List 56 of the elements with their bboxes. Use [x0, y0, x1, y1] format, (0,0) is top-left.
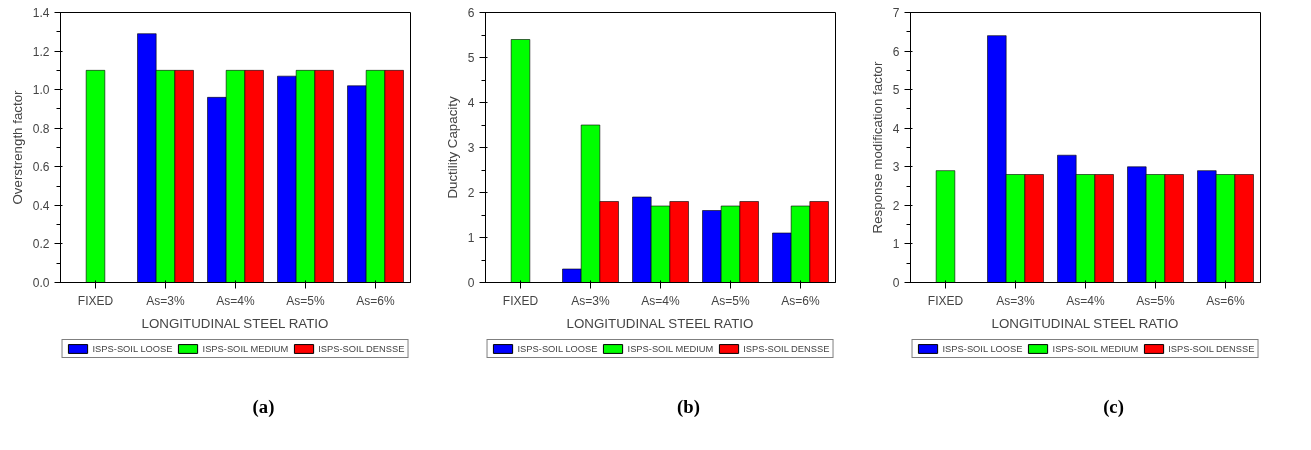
x-tick-label: As=6%	[1206, 293, 1246, 308]
y-tick-label: 1.0	[32, 83, 50, 98]
legend-label: ISPS-SOIL DENSSE	[743, 343, 830, 354]
legend-label: ISPS-SOIL LOOSE	[942, 343, 1023, 354]
x-tick-label: As=6%	[781, 293, 821, 308]
y-tick-label: 6	[467, 6, 475, 20]
y-axis-title: Ductility Capacity	[444, 96, 460, 199]
y-tick-label: 3	[467, 141, 475, 155]
x-tick-label: As=5%	[1136, 293, 1176, 308]
x-tick-label: As=4%	[641, 293, 681, 308]
x-tick-label: FIXED	[502, 293, 539, 308]
y-tick-label: 2	[467, 186, 475, 200]
y-tick-label: 0.0	[32, 276, 50, 290]
y-tick-label: 5	[467, 51, 475, 65]
legend-label: ISPS-SOIL LOOSE	[92, 343, 173, 354]
y-tick-label: 1.2	[32, 44, 50, 59]
text: (c)	[1103, 396, 1124, 419]
y-tick-label: 4	[467, 96, 475, 110]
x-tick-label: As=5%	[711, 293, 751, 308]
x-axis-title: LONGITUDINAL STEEL RATIO	[991, 315, 1179, 331]
y-tick-label: 1.4	[32, 6, 50, 20]
y-tick-label: 0.4	[32, 198, 50, 213]
legend-label: ISPS-SOIL MEDIUM	[202, 343, 289, 354]
y-tick-label: 3	[892, 160, 900, 175]
x-tick-label: FIXED	[927, 293, 964, 308]
x-tick-label: As=3%	[146, 293, 186, 308]
x-tick-label: As=3%	[571, 293, 611, 308]
legend-label: ISPS-SOIL MEDIUM	[627, 343, 714, 354]
y-tick-label: 1	[892, 237, 900, 252]
y-tick-label: 0	[467, 276, 475, 290]
text: (a)	[252, 396, 275, 419]
y-tick-label: 0.8	[32, 121, 50, 136]
y-axis-title: Overstrength factor	[9, 89, 25, 205]
y-axis-title: Response modification factor	[869, 61, 885, 234]
x-axis-title: LONGITUDINAL STEEL RATIO	[566, 315, 754, 331]
text: (b)	[677, 396, 700, 419]
y-tick-label: 7	[892, 6, 900, 20]
x-tick-label: As=3%	[996, 293, 1036, 308]
y-tick-label: 2	[892, 198, 900, 213]
x-tick-label: FIXED	[77, 293, 114, 308]
y-tick-label: 5	[892, 83, 900, 98]
y-tick-label: 0	[892, 276, 900, 290]
legend-label: ISPS-SOIL LOOSE	[517, 343, 598, 354]
x-axis-title: LONGITUDINAL STEEL RATIO	[141, 315, 329, 331]
y-tick-label: 1	[467, 231, 475, 245]
y-tick-label: 4	[892, 121, 900, 136]
x-tick-label: As=6%	[356, 293, 396, 308]
x-tick-label: As=4%	[1066, 293, 1106, 308]
legend-label: ISPS-SOIL DENSSE	[318, 343, 405, 354]
y-tick-label: 6	[892, 44, 900, 59]
legend-label: ISPS-SOIL DENSSE	[1168, 343, 1255, 354]
y-tick-label: 0.6	[32, 160, 50, 175]
x-tick-label: As=5%	[286, 293, 326, 308]
x-tick-label: As=4%	[216, 293, 256, 308]
y-tick-label: 0.2	[32, 237, 50, 252]
legend-label: ISPS-SOIL MEDIUM	[1052, 343, 1139, 354]
